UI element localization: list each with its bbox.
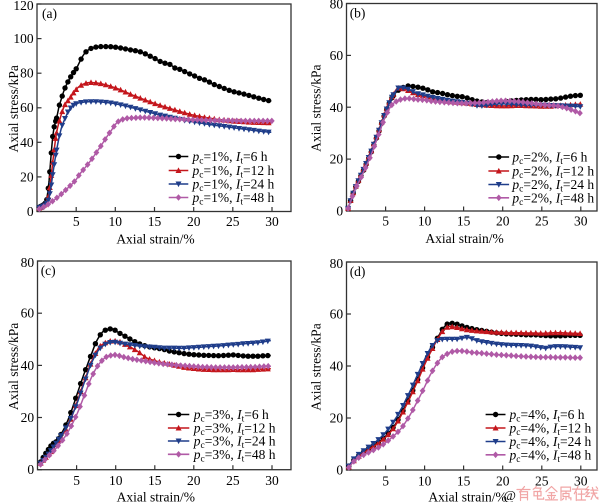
svg-text:15: 15 bbox=[148, 473, 162, 488]
svg-text:(b): (b) bbox=[350, 6, 366, 21]
svg-text:25: 25 bbox=[226, 214, 240, 229]
svg-text:(d): (d) bbox=[350, 264, 366, 279]
svg-text:20: 20 bbox=[187, 473, 201, 488]
svg-text:15: 15 bbox=[457, 213, 471, 228]
svg-text:80: 80 bbox=[330, 0, 344, 11]
svg-text:pc=1%, It=24 h: pc=1%, It=24 h bbox=[192, 177, 275, 195]
svg-text:30: 30 bbox=[574, 473, 588, 488]
svg-text:20: 20 bbox=[20, 169, 34, 184]
svg-text:@: @ bbox=[504, 488, 516, 502]
svg-text:0: 0 bbox=[27, 462, 34, 477]
svg-text:Axial strain/%: Axial strain/% bbox=[425, 231, 503, 246]
svg-text:5: 5 bbox=[73, 214, 80, 229]
svg-text:15: 15 bbox=[457, 473, 471, 488]
svg-text:30: 30 bbox=[574, 213, 588, 228]
svg-text:60: 60 bbox=[330, 48, 344, 63]
svg-text:pc=2%, It=48 h: pc=2%, It=48 h bbox=[511, 190, 594, 208]
svg-text:120: 120 bbox=[13, 0, 34, 13]
svg-text:(a): (a) bbox=[42, 6, 57, 21]
svg-text:Axial stress/kPa: Axial stress/kPa bbox=[6, 65, 21, 152]
svg-text:60: 60 bbox=[330, 307, 344, 322]
svg-text:20: 20 bbox=[496, 473, 510, 488]
svg-text:25: 25 bbox=[535, 473, 549, 488]
svg-text:(c): (c) bbox=[41, 263, 56, 278]
svg-text:Axial stress/kPa: Axial stress/kPa bbox=[6, 323, 21, 410]
svg-text:pc=4%, It=12 h: pc=4%, It=12 h bbox=[509, 421, 592, 439]
svg-text:0: 0 bbox=[27, 204, 34, 219]
svg-text:pc=4%, It=48 h: pc=4%, It=48 h bbox=[509, 447, 592, 465]
svg-text:80: 80 bbox=[20, 66, 34, 81]
svg-text:0: 0 bbox=[336, 463, 343, 478]
svg-text:pc=1%, It=48 h: pc=1%, It=48 h bbox=[192, 190, 275, 208]
svg-text:40: 40 bbox=[330, 359, 344, 374]
svg-text:40: 40 bbox=[330, 100, 344, 115]
svg-text:Axial stress/kPa: Axial stress/kPa bbox=[309, 323, 324, 410]
svg-text:pc=1%, It=6 h: pc=1%, It=6 h bbox=[192, 149, 268, 167]
svg-text:30: 30 bbox=[265, 473, 279, 488]
svg-text:pc=2%, It=24 h: pc=2%, It=24 h bbox=[511, 177, 594, 195]
svg-text:10: 10 bbox=[418, 473, 432, 488]
svg-text:10: 10 bbox=[418, 213, 432, 228]
svg-text:pc=4%, It=24 h: pc=4%, It=24 h bbox=[509, 434, 592, 452]
svg-text:80: 80 bbox=[21, 255, 35, 270]
svg-text:20: 20 bbox=[187, 214, 201, 229]
svg-text:10: 10 bbox=[109, 473, 123, 488]
svg-text:80: 80 bbox=[330, 256, 344, 271]
svg-text:5: 5 bbox=[382, 473, 389, 488]
svg-text:Axial strain/%: Axial strain/% bbox=[117, 490, 195, 502]
svg-text:pc=2%, It=6 h: pc=2%, It=6 h bbox=[511, 150, 587, 168]
svg-text:40: 40 bbox=[21, 358, 35, 373]
svg-text:pc=3%, It=48 h: pc=3%, It=48 h bbox=[193, 447, 276, 465]
svg-text:60: 60 bbox=[20, 100, 34, 115]
svg-text:pc=1%, It=12 h: pc=1%, It=12 h bbox=[192, 163, 275, 181]
svg-text:pc=4%, It=6 h: pc=4%, It=6 h bbox=[509, 407, 585, 425]
svg-text:15: 15 bbox=[148, 214, 162, 229]
svg-text:pc=3%, It=6 h: pc=3%, It=6 h bbox=[193, 407, 269, 425]
svg-text:10: 10 bbox=[109, 214, 123, 229]
svg-text:25: 25 bbox=[535, 213, 549, 228]
svg-text:5: 5 bbox=[73, 473, 80, 488]
svg-text:pc=3%, It=12 h: pc=3%, It=12 h bbox=[193, 421, 276, 439]
svg-text:100: 100 bbox=[13, 31, 34, 46]
svg-text:pc=2%, It=12 h: pc=2%, It=12 h bbox=[511, 164, 594, 182]
svg-text:30: 30 bbox=[265, 214, 279, 229]
svg-text:20: 20 bbox=[21, 410, 35, 425]
svg-text:Axial strain/%: Axial strain/% bbox=[116, 232, 194, 247]
svg-text:Axial stress/kPa: Axial stress/kPa bbox=[309, 65, 324, 152]
svg-text:Axial strain/%: Axial strain/% bbox=[428, 490, 506, 502]
svg-text:25: 25 bbox=[226, 473, 240, 488]
svg-text:40: 40 bbox=[20, 135, 34, 150]
svg-text:5: 5 bbox=[382, 213, 389, 228]
svg-text:60: 60 bbox=[21, 306, 35, 321]
svg-text:pc=3%, It=24 h: pc=3%, It=24 h bbox=[193, 434, 276, 452]
svg-text:20: 20 bbox=[330, 152, 344, 167]
svg-text:20: 20 bbox=[330, 411, 344, 426]
svg-text:0: 0 bbox=[336, 204, 343, 219]
svg-text:20: 20 bbox=[496, 213, 510, 228]
